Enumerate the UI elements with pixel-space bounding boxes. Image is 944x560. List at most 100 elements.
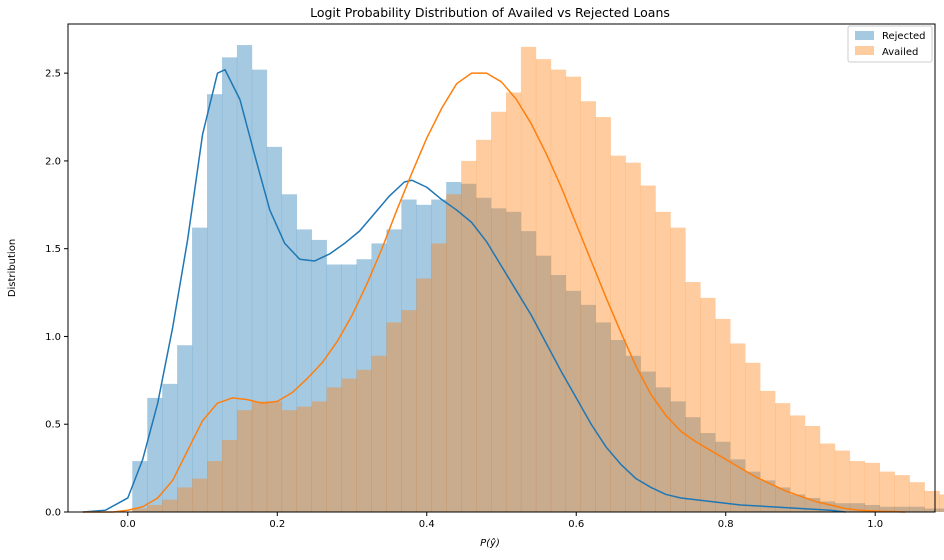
bar-rejected [520, 231, 537, 512]
bar-rejected [775, 487, 791, 512]
bar-rejected [491, 208, 507, 512]
bar-rejected [565, 290, 582, 512]
bar-rejected [595, 322, 611, 512]
kde-line-availed [82, 72, 906, 513]
bar-rejected [894, 506, 910, 512]
bar-availed [371, 355, 387, 512]
x-tick-label: 0.0 [120, 519, 136, 530]
axes-frame [67, 23, 936, 513]
bar-availed [715, 318, 731, 512]
bar-rejected [236, 45, 253, 513]
legend-swatch-availed [855, 46, 874, 55]
bar-rejected [909, 506, 925, 512]
bar-availed [535, 59, 552, 513]
bar-rejected [864, 504, 880, 512]
bar-rejected [431, 199, 447, 513]
bar-availed [760, 390, 776, 512]
bar-rejected [207, 94, 223, 512]
legend-box [847, 25, 933, 63]
bar-availed [685, 282, 701, 512]
bar-rejected [371, 243, 387, 513]
x-tick-label: 0.6 [568, 519, 584, 530]
bar-availed [356, 369, 372, 512]
bar-rejected [401, 199, 417, 513]
bar-availed [341, 378, 357, 512]
bar-availed [266, 401, 283, 512]
bar-rejected [939, 508, 944, 512]
bar-rejected [416, 204, 432, 512]
bar-availed [326, 387, 342, 512]
bar-rejected [192, 227, 208, 512]
bar-rejected [505, 211, 522, 512]
bar-availed [162, 499, 178, 512]
bar-availed [476, 139, 492, 513]
bar-rejected [326, 264, 342, 512]
legend-label-rejected: Rejected [882, 31, 926, 42]
plot-area [82, 45, 944, 513]
bar-availed [700, 297, 716, 512]
bar-rejected [760, 480, 776, 512]
bar-availed [819, 443, 836, 512]
bars-availed [132, 46, 944, 513]
bar-rejected [655, 387, 671, 512]
bar-rejected [550, 275, 567, 512]
chart-title: Logit Probability Distribution of Availe… [310, 5, 670, 20]
bar-availed [431, 243, 447, 513]
bar-availed [849, 461, 866, 512]
bar-rejected [132, 461, 148, 512]
bar-rejected [924, 508, 940, 512]
y-tick-label: 1.0 [45, 332, 61, 343]
kde-line-rejected [82, 68, 846, 513]
bar-availed [775, 403, 791, 512]
bar-availed [311, 401, 327, 512]
bar-availed [745, 362, 761, 512]
bar-availed [610, 155, 626, 512]
bar-availed [804, 425, 821, 512]
bar-rejected [819, 501, 836, 512]
bar-availed [147, 504, 163, 512]
y-tick-label: 2.5 [45, 69, 61, 80]
bar-rejected [356, 259, 372, 512]
axes-border [67, 23, 936, 513]
x-tick-label: 0.4 [419, 519, 435, 530]
bar-rejected [700, 433, 716, 512]
bar-rejected [849, 503, 866, 512]
bar-availed [296, 406, 312, 512]
legend: Rejected Availed [847, 25, 933, 63]
bar-availed [730, 343, 746, 512]
bar-availed [595, 117, 611, 512]
bar-availed [939, 494, 944, 512]
bar-rejected [311, 239, 327, 512]
bar-availed [550, 69, 567, 512]
bar-availed [834, 450, 851, 512]
y-tick-label: 0.0 [45, 508, 61, 519]
bar-availed [401, 310, 417, 512]
y-tick-label: 2.0 [45, 156, 61, 167]
legend-swatch-rejected [855, 31, 874, 40]
x-axis-ticks: 0.0 0.2 0.4 0.6 0.8 1.0 [120, 512, 883, 530]
bar-availed [790, 415, 806, 512]
bar-availed [446, 194, 462, 512]
bar-rejected [177, 345, 193, 512]
bar-availed [221, 440, 238, 512]
bar-availed [505, 92, 522, 513]
bar-rejected [296, 229, 312, 512]
bar-availed [416, 278, 432, 512]
bar-availed [924, 490, 940, 512]
bar-availed [207, 461, 223, 512]
bar-rejected [610, 339, 626, 512]
bar-rejected [476, 197, 492, 512]
bar-rejected [745, 471, 761, 512]
bar-availed [177, 487, 193, 512]
bar-availed [879, 471, 895, 512]
bar-rejected [535, 255, 552, 512]
bar-availed [864, 462, 880, 512]
y-tick-label: 0.5 [45, 420, 61, 431]
bar-availed [132, 508, 148, 512]
bar-availed [251, 401, 268, 512]
bar-rejected [685, 417, 701, 512]
y-axis-label: Distribution [7, 239, 18, 297]
